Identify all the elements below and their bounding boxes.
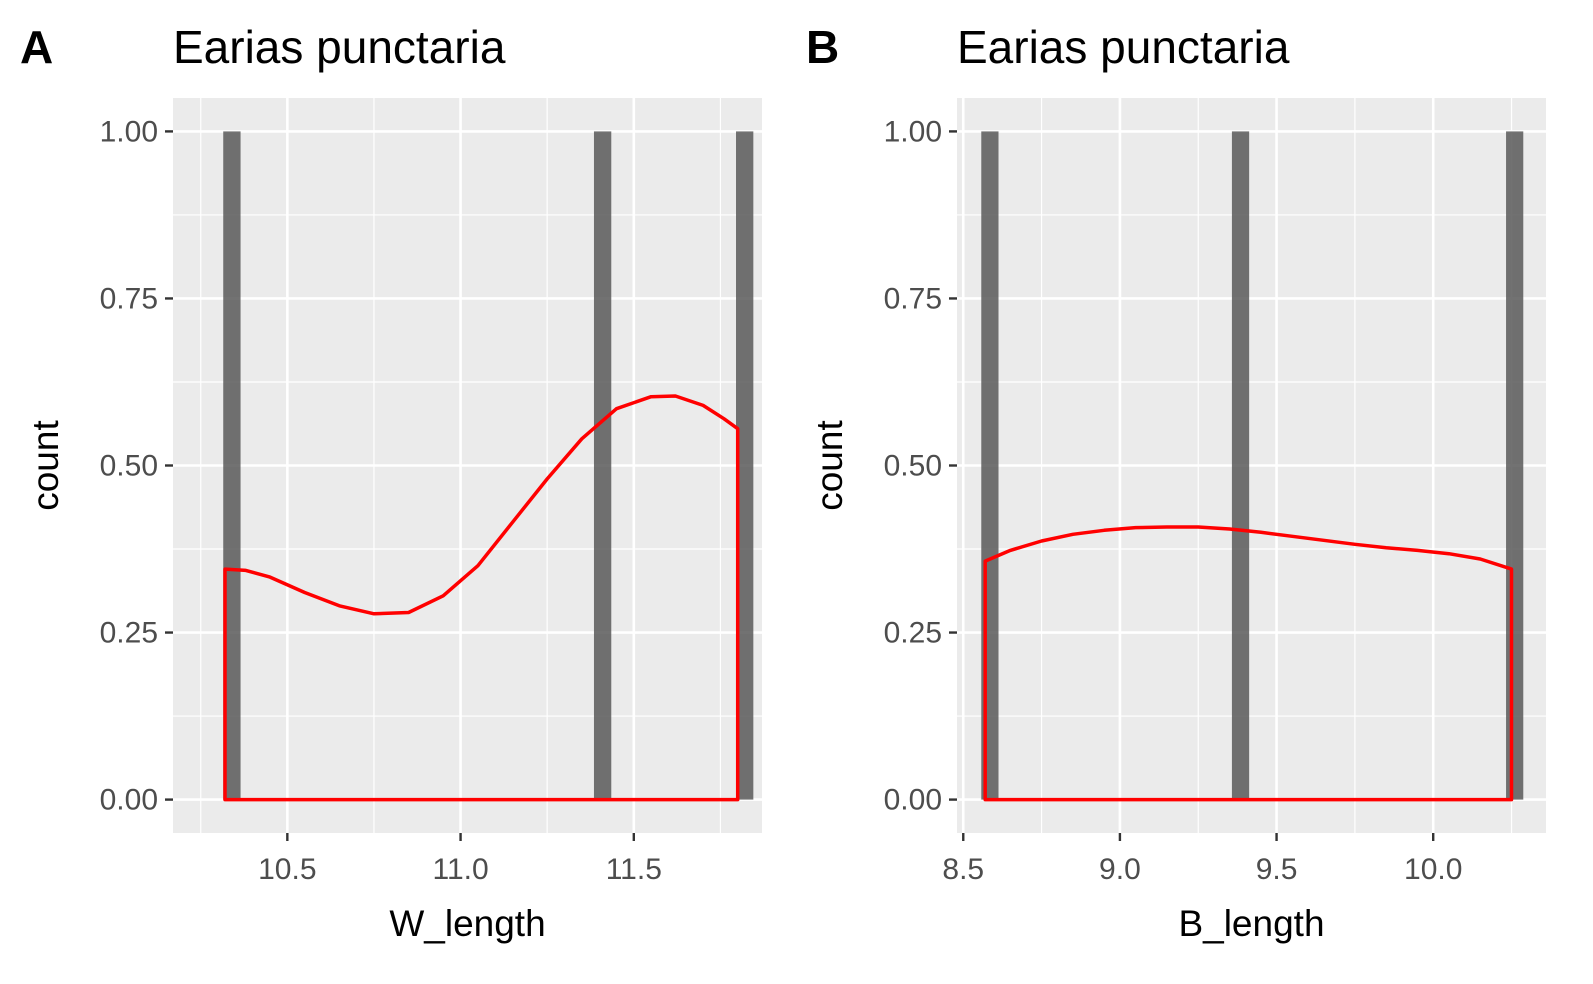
panel-tag: B <box>806 21 839 73</box>
x-tick-label: 9.5 <box>1256 853 1298 886</box>
y-tick-label: 1.00 <box>884 115 942 148</box>
chart-title: Earias punctaria <box>957 21 1290 73</box>
histogram-bar-1 <box>223 131 241 800</box>
y-tick-label: 0.50 <box>884 450 942 483</box>
y-tick-label: 0.75 <box>884 282 942 315</box>
panel-tag: A <box>20 21 53 73</box>
panel-b: 8.5 9.0 9.5 10.0 0.00 0.25 0.50 0.75 1.00 B Earias… <box>806 21 1546 944</box>
chart-title: Earias punctaria <box>173 21 506 73</box>
x-tick-label: 11.5 <box>606 853 662 886</box>
density-curve <box>983 525 1514 802</box>
histogram-bar-2 <box>593 131 612 800</box>
y-axis-label: count <box>809 420 850 511</box>
y-tick-label: 0.25 <box>884 617 942 650</box>
histogram-bar-3 <box>736 131 754 800</box>
x-tick-label: 10.5 <box>258 853 316 886</box>
x-tick-label: 10.0 <box>1404 853 1462 886</box>
x-axis-label: B_length <box>1178 903 1324 944</box>
y-tick-label: 0.25 <box>100 617 158 650</box>
y-tick-label: 0.50 <box>100 450 158 483</box>
density-curve <box>223 394 740 802</box>
histogram-bar-2 <box>1231 131 1250 800</box>
y-tick-label: 0.75 <box>100 282 158 315</box>
y-axis-label: count <box>25 420 66 511</box>
x-axis-label: W_length <box>389 903 545 944</box>
histogram-bar-3 <box>1506 131 1524 800</box>
x-tick-label: 8.5 <box>942 853 984 886</box>
y-tick-label: 0.00 <box>100 784 158 817</box>
x-tick-label: 11.0 <box>432 853 488 886</box>
y-tick-label: 0.00 <box>884 784 942 817</box>
y-tick-label: 1.00 <box>100 115 158 148</box>
panel-a: 10.5 11.0 11.5 0.00 0.25 0.50 0.75 1.00 A Earias … <box>20 21 762 944</box>
x-tick-label: 9.0 <box>1099 853 1141 886</box>
